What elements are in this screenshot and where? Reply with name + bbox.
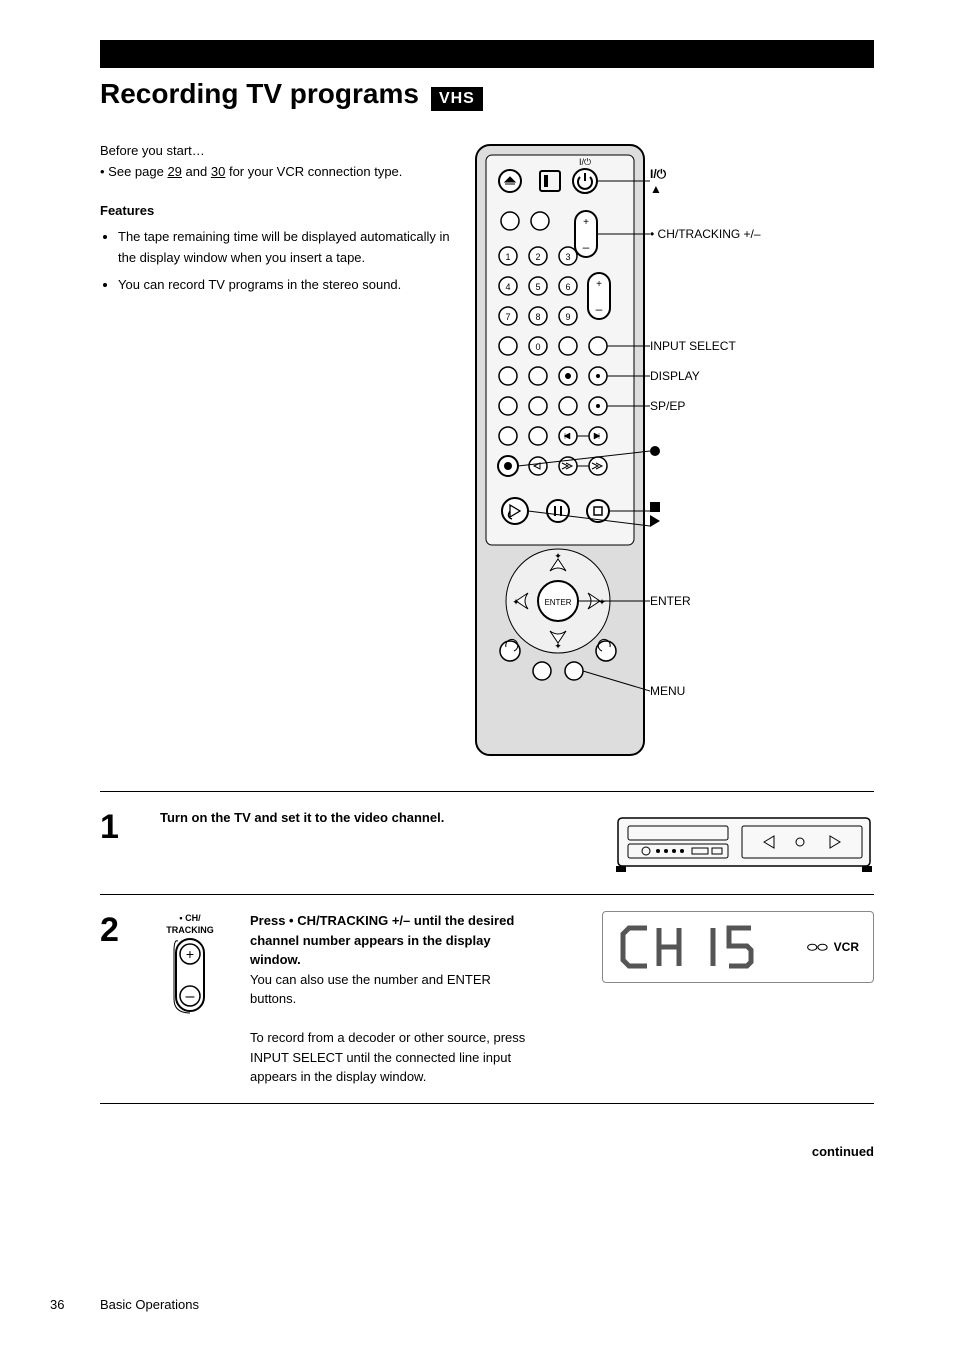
- step-number: 1: [100, 808, 140, 847]
- step-row-1: 1 Turn on the TV and set it to the video…: [100, 792, 874, 895]
- svg-text:9: 9: [565, 312, 570, 322]
- main-columns: Before you start… • See page 29 and 30 f…: [100, 141, 874, 761]
- step-number: 2: [100, 911, 140, 950]
- feature-item: You can record TV programs in the stereo…: [118, 275, 450, 296]
- before-label: Before you start…: [100, 143, 205, 158]
- see-page-prefix: • See page: [100, 164, 164, 179]
- vcr-icon: [614, 808, 874, 878]
- lcd-right-labels: ⬭⬭ VCR: [807, 940, 859, 955]
- page-title: Recording TV programs: [100, 78, 419, 110]
- stereo-icon: ⬭⬭: [807, 940, 828, 955]
- callout-power: I/⏻ ▲: [650, 167, 666, 196]
- remote-svg: I/⏻ + – 1 2 3 4 5 6 +: [470, 141, 650, 761]
- step2-a: Press: [250, 913, 289, 928]
- callout-enter: ENTER: [650, 594, 691, 608]
- svg-text:+: +: [186, 946, 194, 962]
- svg-text:6: 6: [565, 282, 570, 292]
- ch-tracking-icon: • CH/ TRACKING + –: [160, 911, 220, 1021]
- remote-illustration: I/⏻ + – 1 2 3 4 5 6 +: [470, 141, 650, 761]
- svg-text:• CH/: • CH/: [179, 913, 201, 923]
- remote-callouts: I/⏻ ▲ • CH/TRACKING +/– INPUT SELECT DIS…: [650, 141, 874, 761]
- svg-text:–: –: [583, 240, 590, 254]
- svg-text:TRACKING: TRACKING: [166, 925, 214, 935]
- step2-b: • CH/TRACKING +/–: [289, 913, 410, 928]
- svg-text:+: +: [583, 217, 589, 228]
- callout-sp-ep: SP/EP: [650, 399, 685, 413]
- callout-display: DISPLAY: [650, 369, 700, 383]
- svg-text:5: 5: [535, 282, 540, 292]
- callout-menu: MENU: [650, 684, 685, 698]
- svg-text:✦: ✦: [598, 597, 606, 607]
- svg-text:+: +: [596, 279, 602, 290]
- svg-text:–: –: [596, 302, 603, 316]
- svg-text:✦: ✦: [554, 551, 562, 561]
- step-text: Turn on the TV and set it to the video c…: [160, 808, 500, 828]
- svg-text:–: –: [186, 988, 195, 1005]
- step-row-2: 2 • CH/ TRACKING + – Press • CH/TRACKING…: [100, 895, 874, 1104]
- section-label: Basic Operations: [100, 1297, 199, 1312]
- intro-column: Before you start… • See page 29 and 30 f…: [100, 141, 450, 761]
- svg-text:2: 2: [535, 252, 540, 262]
- callout-input-select: INPUT SELECT: [650, 339, 736, 353]
- and-text: and: [186, 164, 208, 179]
- callout-stop-play: [650, 499, 660, 528]
- step-1-text: Turn on the TV and set it to the video c…: [160, 810, 444, 825]
- step-1-art: [520, 808, 874, 878]
- callout-ch-tracking: • CH/TRACKING +/–: [650, 227, 761, 241]
- title-row: Recording TV programs VHS: [100, 78, 874, 111]
- vhs-badge: VHS: [431, 87, 483, 111]
- step2-note: You can also use the number and ENTER bu…: [250, 972, 491, 1007]
- lcd-seven-seg: [617, 920, 797, 974]
- svg-text:3: 3: [565, 252, 570, 262]
- header-black-bar: [100, 40, 874, 68]
- steps-table: 1 Turn on the TV and set it to the video…: [100, 791, 874, 1104]
- step-2-button-art: • CH/ TRACKING + –: [160, 911, 230, 1021]
- page-number: 36: [50, 1297, 64, 1312]
- feature-item: The tape remaining time will be displaye…: [118, 227, 450, 269]
- see-page-suffix: for your VCR connection type.: [229, 164, 402, 179]
- svg-text:1: 1: [505, 252, 510, 262]
- svg-text:4: 4: [505, 282, 510, 292]
- step-2-text: Press • CH/TRACKING +/– until the desire…: [250, 911, 530, 1087]
- svg-text:7: 7: [505, 312, 510, 322]
- svg-text:ENTER: ENTER: [544, 598, 571, 607]
- features-list: The tape remaining time will be displaye…: [100, 227, 450, 295]
- svg-text:✦: ✦: [512, 597, 520, 607]
- svg-text:8: 8: [535, 312, 540, 322]
- features-title: Features: [100, 201, 450, 222]
- svg-text:I/⏻: I/⏻: [579, 157, 591, 167]
- callout-rec: [650, 443, 660, 457]
- step-2-art: ⬭⬭ VCR: [550, 911, 874, 983]
- lcd-vcr-label: VCR: [834, 940, 859, 954]
- before-you-start: Before you start… • See page 29 and 30 f…: [100, 141, 450, 183]
- page-ref-b: 30: [211, 164, 225, 179]
- svg-text:0: 0: [535, 342, 540, 352]
- continued-label: continued: [100, 1144, 874, 1159]
- lcd-display: ⬭⬭ VCR: [602, 911, 874, 983]
- step2-aux: To record from a decoder or other source…: [250, 1030, 525, 1084]
- remote-column: I/⏻ + – 1 2 3 4 5 6 +: [470, 141, 874, 761]
- page-ref-a: 29: [167, 164, 181, 179]
- svg-text:✦: ✦: [554, 641, 562, 651]
